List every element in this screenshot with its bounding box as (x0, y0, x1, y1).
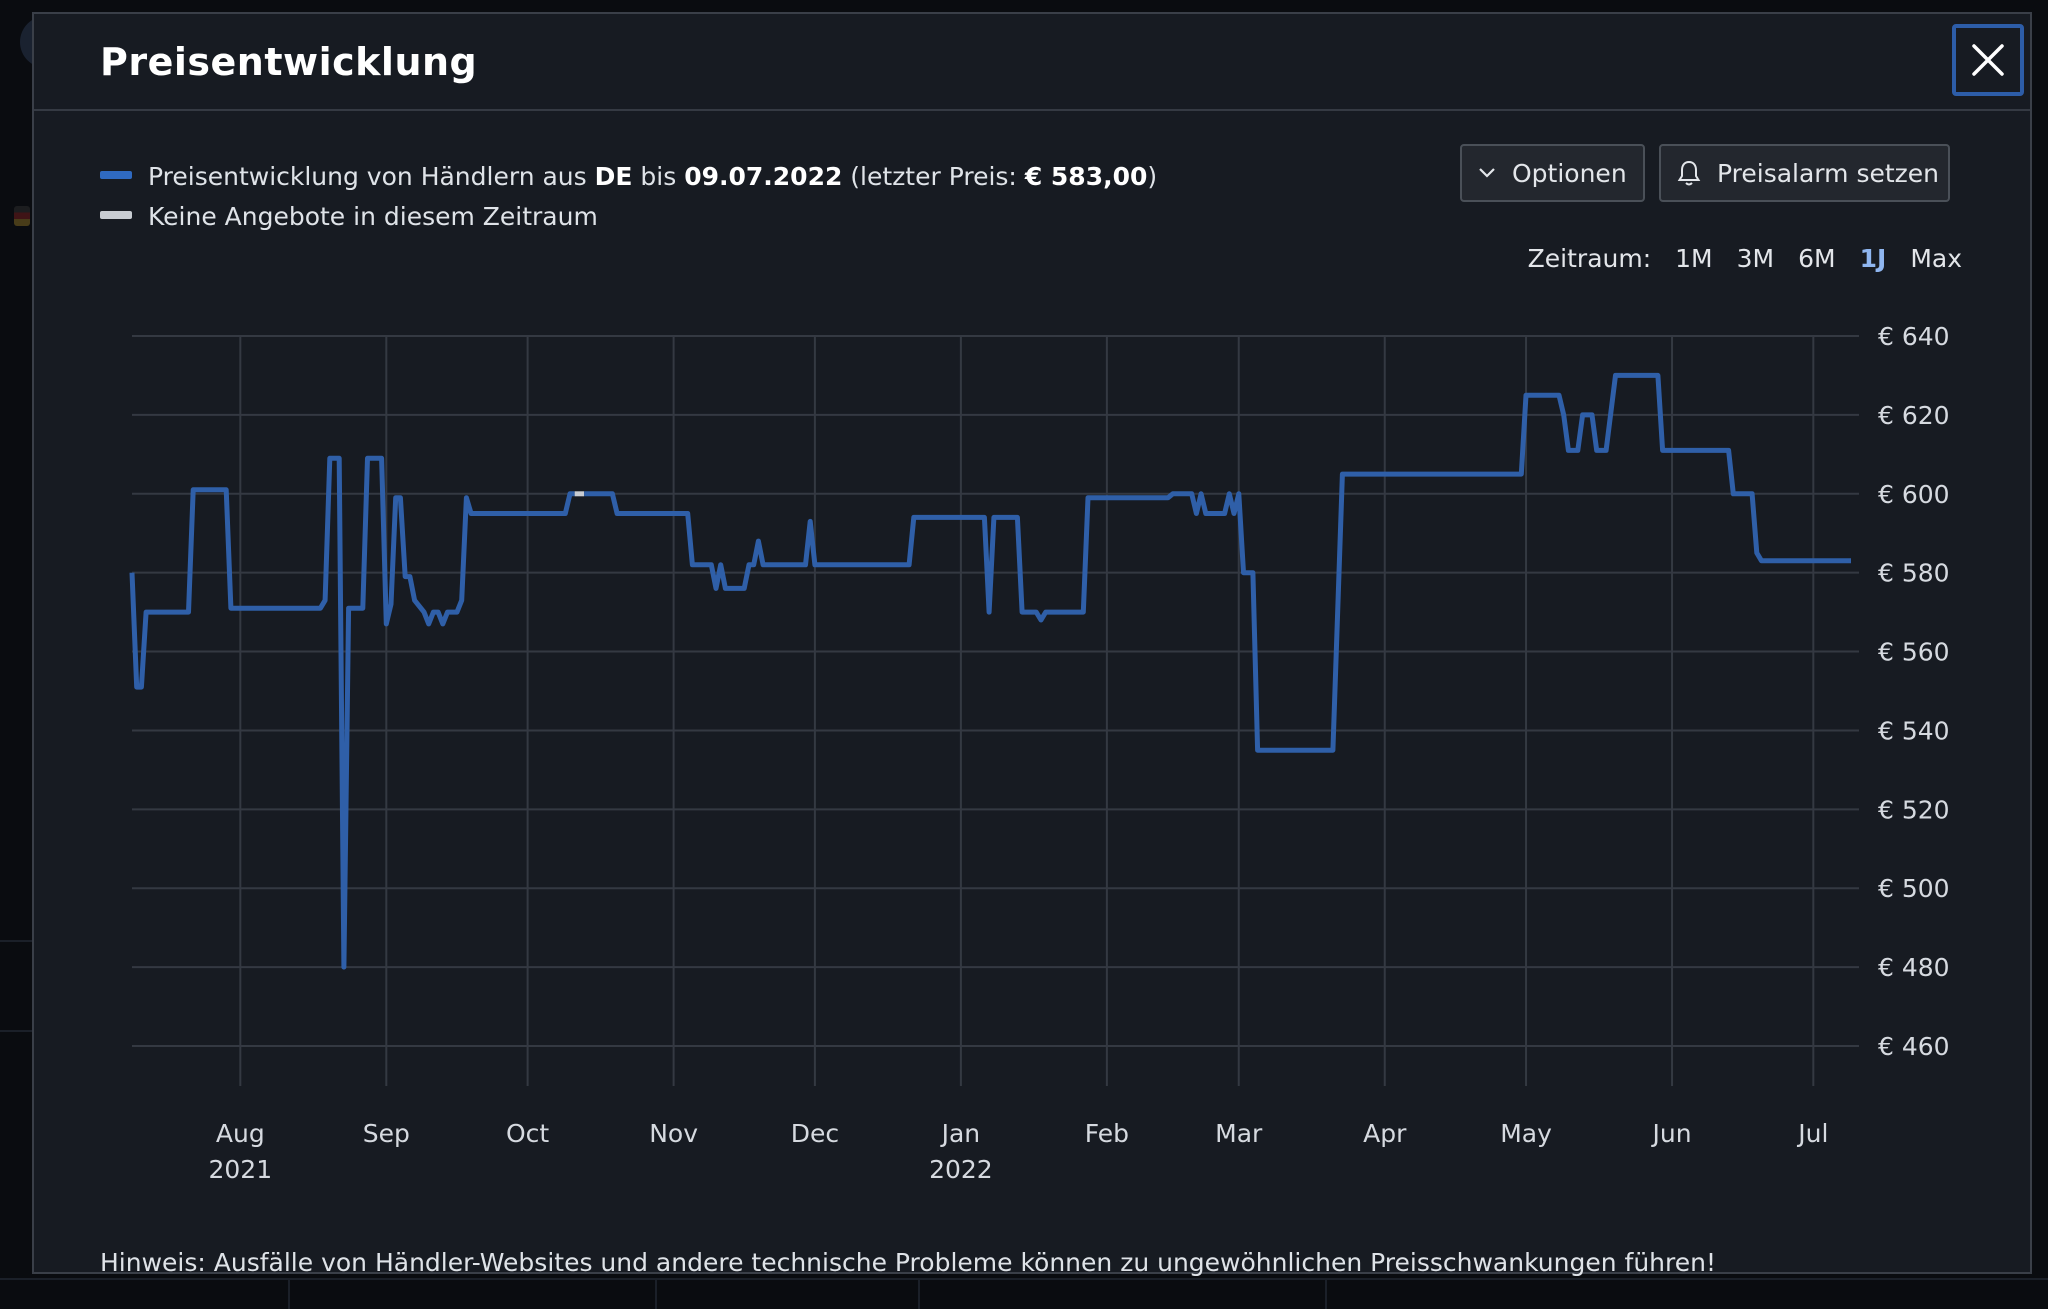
close-icon (1972, 44, 2004, 76)
x-tick-year-label: 2022 (929, 1155, 993, 1184)
x-tick-label: Sep (363, 1119, 410, 1148)
price-alert-button[interactable]: Preisalarm setzen (1659, 144, 1950, 202)
price-alert-label: Preisalarm setzen (1717, 158, 1939, 188)
x-tick-label: May (1500, 1119, 1552, 1148)
options-label: Optionen (1512, 158, 1627, 188)
close-button[interactable] (1952, 24, 2024, 96)
y-tick-label: € 640 (1878, 322, 1950, 351)
time-range-1m[interactable]: 1M (1675, 244, 1713, 273)
x-tick-label: Jan (940, 1119, 981, 1148)
time-range-label: Zeitraum: (1527, 244, 1652, 273)
options-button[interactable]: Optionen (1460, 144, 1645, 202)
chevron-down-icon (1478, 167, 1496, 179)
legend-date: 09.07.2022 (684, 162, 843, 191)
modal-title: Preisentwicklung (100, 40, 478, 84)
time-range-3m[interactable]: 3M (1736, 244, 1775, 273)
y-tick-label: € 560 (1878, 638, 1950, 667)
time-range-6m[interactable]: 6M (1798, 244, 1836, 273)
x-tick-label: Jun (1651, 1119, 1692, 1148)
legend-item-price: Preisentwicklung von Händlern aus DE bis… (100, 162, 1157, 202)
legend-text: ) (1147, 162, 1158, 191)
legend-text: Keine Angebote in diesem Zeitraum (148, 202, 598, 231)
legend-item-no-offers: Keine Angebote in diesem Zeitraum (100, 202, 1157, 242)
divider (288, 1278, 290, 1309)
divider (1325, 1278, 1327, 1309)
time-range-max[interactable]: Max (1910, 244, 1962, 273)
x-tick-year-label: 2021 (209, 1155, 273, 1184)
hint-text: Hinweis: Ausfälle von Händler-Websites u… (100, 1248, 1716, 1277)
time-range-selector: Zeitraum: 1M 3M 6M 1J Max (1528, 244, 1962, 273)
y-tick-label: € 460 (1878, 1032, 1950, 1061)
y-tick-label: € 520 (1878, 795, 1950, 824)
y-tick-label: € 540 (1878, 716, 1950, 745)
divider (0, 940, 32, 942)
x-tick-label: Dec (791, 1119, 839, 1148)
legend-swatch-price (100, 171, 132, 179)
price-chart: € 640 € 620 € 600 € 580 € 560 € 540 € 520 € 500… (129, 322, 1950, 1184)
bell-icon (1677, 159, 1701, 187)
legend-country: DE (594, 162, 633, 191)
legend-last-price: € 583,00 (1024, 162, 1148, 191)
x-tick-label: Jul (1796, 1119, 1828, 1148)
x-tick-label: Apr (1363, 1119, 1407, 1148)
legend-text: bis (632, 162, 685, 191)
legend-text: (letzter Preis: (842, 162, 1025, 191)
x-tick-label: Nov (649, 1119, 698, 1148)
y-tick-label: € 600 (1878, 480, 1950, 509)
time-range-1j[interactable]: 1J (1859, 244, 1887, 273)
x-tick-label: Mar (1215, 1119, 1263, 1148)
x-tick-label: Aug (216, 1119, 265, 1148)
divider (918, 1278, 920, 1309)
x-tick-label: Oct (506, 1119, 549, 1148)
x-tick-label: Feb (1085, 1119, 1129, 1148)
divider (655, 1278, 657, 1309)
y-tick-label: € 580 (1878, 559, 1950, 588)
chart-legend: Preisentwicklung von Händlern aus DE bis… (100, 162, 1157, 242)
y-tick-label: € 500 (1878, 874, 1950, 903)
flag-icon (14, 206, 30, 226)
series-line-price (129, 455, 575, 970)
legend-swatch-no-offers (100, 211, 132, 219)
modal-header: Preisentwicklung (34, 14, 2030, 111)
price-history-modal: Preisentwicklung Preisentwicklung von Hä… (32, 12, 2032, 1277)
divider (0, 1278, 2048, 1280)
series-line-price (584, 372, 1851, 753)
y-tick-label: € 480 (1878, 953, 1950, 982)
y-tick-label: € 620 (1878, 401, 1950, 430)
legend-text: Preisentwicklung von Händlern aus (148, 162, 595, 191)
divider (0, 1030, 32, 1032)
